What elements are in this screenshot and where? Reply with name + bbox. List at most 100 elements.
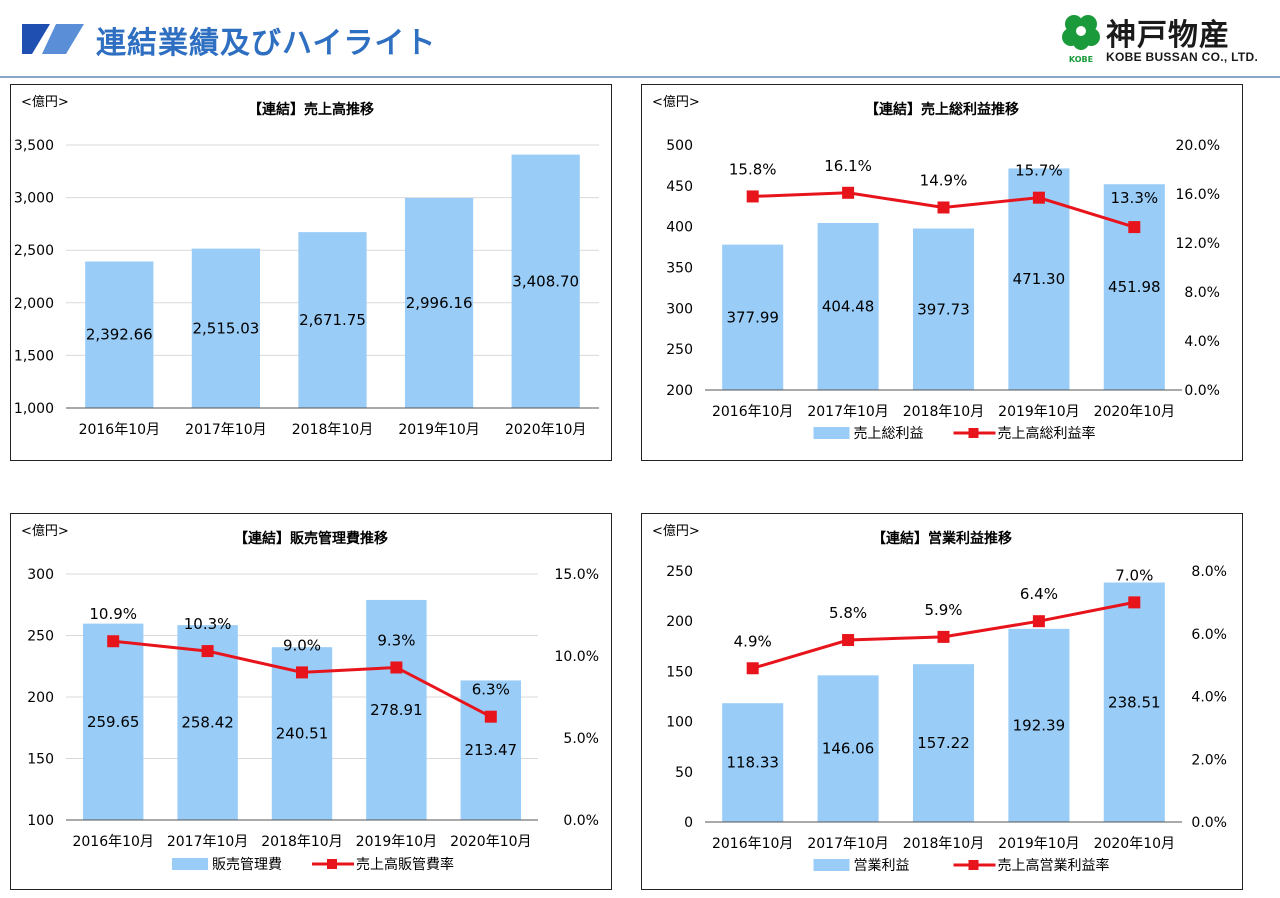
y-tick-label: 50 <box>675 765 693 781</box>
bar <box>191 248 261 408</box>
unit-label: <億円> <box>652 524 700 539</box>
title-chevron-icon <box>22 24 84 54</box>
y2-tick-label: 2.0% <box>1191 752 1227 768</box>
bar <box>817 675 879 822</box>
operating-profit-chart: 0 50 100 150 200 250 0.0% 2.0% 4.0% 6.0% 8.0% 118.3… <box>666 564 1227 874</box>
legend-line-marker <box>968 860 979 870</box>
legend-line-label: 売上高営業利益率 <box>998 857 1110 874</box>
bar-value-label: 451.98 <box>1108 278 1161 296</box>
bar-value-label: 258.42 <box>181 714 234 732</box>
bar-value-label: 118.33 <box>726 754 779 772</box>
rate-marker <box>937 630 950 643</box>
rate-marker <box>746 190 759 203</box>
rate-value-label: 9.3% <box>377 631 415 649</box>
bar <box>298 232 367 408</box>
bar-value-label: 146.06 <box>822 740 875 758</box>
bar <box>511 154 580 408</box>
y-tick-label: 200 <box>666 383 693 399</box>
bar <box>404 198 474 408</box>
bar <box>177 625 238 820</box>
rate-marker <box>296 666 308 679</box>
y-tick-label: 500 <box>666 138 693 154</box>
bar-value-label: 2,671.75 <box>299 311 366 329</box>
y-tick-label: 200 <box>27 690 54 706</box>
bar-value-label: 192.39 <box>1013 716 1066 734</box>
rate-marker <box>390 661 403 674</box>
logo-subtitle: KOBE BUSSAN CO., LTD. <box>1106 50 1259 64</box>
x-tick-label: 2019年10月 <box>356 834 437 850</box>
x-tick-label: 2019年10月 <box>998 404 1079 420</box>
bar-value-label: 2,996.16 <box>406 294 473 312</box>
bar <box>817 223 879 390</box>
y2-tick-label: 0.0% <box>1184 383 1220 399</box>
y-tick-label: 2,000 <box>14 296 54 312</box>
unit-label: <億円> <box>21 524 69 539</box>
x-tick-label: 2020年10月 <box>1094 836 1175 852</box>
rate-marker <box>842 634 855 647</box>
bar-value-label: 377.99 <box>726 308 779 326</box>
rate-marker <box>842 186 855 199</box>
rate-value-label: 5.9% <box>924 601 962 619</box>
y-tick-label: 200 <box>666 614 693 630</box>
sales-chart-panel: <億円> 【連結】売上高推移 1,000 1,500 2,000 2,500 3,000… <box>10 84 612 461</box>
x-tick-label: 2017年10月 <box>807 404 888 420</box>
x-tick-label: 2016年10月 <box>72 834 153 850</box>
bar <box>1103 582 1165 822</box>
bar-value-label: 240.51 <box>276 725 329 743</box>
bar-value-label: 2,392.66 <box>86 326 153 344</box>
y-tick-label: 100 <box>27 813 54 829</box>
page-title: 連結業績及びハイライト <box>96 26 437 61</box>
y2-tick-label: 8.0% <box>1184 285 1220 301</box>
y2-tick-label: 4.0% <box>1191 690 1227 706</box>
y-tick-label: 3,500 <box>14 138 54 154</box>
y-tick-label: 400 <box>666 220 693 236</box>
legend-bar-swatch <box>813 427 850 439</box>
sga-chart-panel: <億円> 【連結】販売管理費推移 100 150 200 250 300 0.0% 5.0%… <box>10 513 612 890</box>
x-tick-label: 2016年10月 <box>712 836 793 852</box>
legend-bar-swatch <box>813 859 850 871</box>
unit-label: <億円> <box>21 95 69 110</box>
rate-value-label: 10.3% <box>184 615 232 633</box>
y-tick-label: 1,500 <box>14 348 54 364</box>
x-tick-label: 2017年10月 <box>185 422 266 438</box>
chart-title: 【連結】売上高推移 <box>248 102 374 118</box>
rate-marker <box>1128 596 1141 609</box>
bar <box>85 261 154 408</box>
rate-marker <box>746 662 759 675</box>
rate-marker <box>201 645 214 658</box>
rate-value-label: 15.7% <box>1015 162 1063 180</box>
logo-badge: KOBE <box>1069 55 1093 64</box>
legend-bar-label: 販売管理費 <box>212 857 282 873</box>
bar-value-label: 404.48 <box>822 298 875 316</box>
y-tick-label: 0 <box>684 815 693 831</box>
bar-value-label: 259.65 <box>87 713 140 731</box>
y-tick-label: 150 <box>666 664 693 680</box>
header: 連結業績及びハイライト KOBE 神戸物産 KOBE BUSSAN CO., L… <box>0 0 1280 80</box>
chart-title: 【連結】営業利益推移 <box>872 531 1012 547</box>
bar-value-label: 397.73 <box>917 300 970 318</box>
y2-tick-label: 12.0% <box>1176 236 1220 252</box>
y-tick-label: 300 <box>27 567 54 583</box>
bar-value-label: 278.91 <box>370 701 423 719</box>
rate-value-label: 7.0% <box>1115 566 1153 584</box>
bar <box>912 664 975 822</box>
rate-value-label: 16.1% <box>824 157 872 175</box>
rate-value-label: 13.3% <box>1110 189 1158 207</box>
unit-label: <億円> <box>652 95 700 110</box>
y2-tick-label: 0.0% <box>1191 815 1227 831</box>
header-divider <box>0 76 1280 78</box>
y2-tick-label: 16.0% <box>1176 187 1220 203</box>
y-tick-label: 250 <box>666 564 693 580</box>
legend-line-marker <box>968 428 979 438</box>
bar <box>1008 628 1070 822</box>
y2-tick-label: 8.0% <box>1191 564 1227 580</box>
y-tick-label: 250 <box>666 342 693 358</box>
rate-value-label: 10.9% <box>89 605 137 623</box>
legend-line-label: 売上高総利益率 <box>998 425 1096 442</box>
bar <box>1103 184 1165 390</box>
y-tick-label: 150 <box>27 752 54 768</box>
sales-chart: 1,000 1,500 2,000 2,500 3,000 3,500 2,392.66 20… <box>14 138 599 438</box>
y-tick-label: 1,000 <box>14 401 54 417</box>
y-tick-label: 3,000 <box>14 191 54 207</box>
bar-value-label: 471.30 <box>1013 270 1066 288</box>
